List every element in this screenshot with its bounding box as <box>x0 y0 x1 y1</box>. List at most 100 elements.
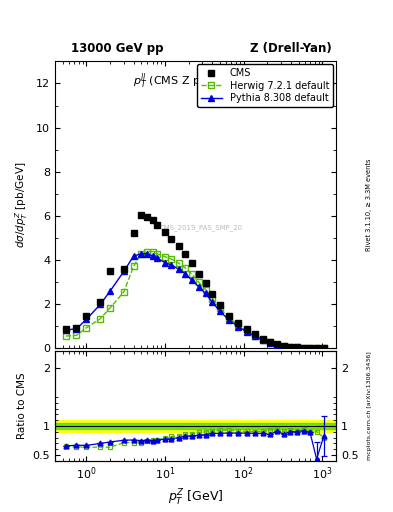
Herwig 7.2.1 default <box>189 271 194 278</box>
Pythia 8.308 default <box>210 299 215 305</box>
CMS <box>131 230 136 237</box>
CMS <box>151 217 155 223</box>
Bar <box>55 420 336 432</box>
CMS <box>108 268 112 274</box>
CMS <box>308 345 312 351</box>
CMS <box>203 280 208 286</box>
Herwig 7.2.1 default <box>151 248 155 254</box>
Pythia 8.308 default <box>274 342 279 348</box>
CMS <box>236 319 241 326</box>
Pythia 8.308 default <box>108 288 112 294</box>
Herwig 7.2.1 default <box>267 339 272 346</box>
Herwig 7.2.1 default <box>281 343 286 349</box>
Herwig 7.2.1 default <box>121 289 126 295</box>
Pythia 8.308 default <box>288 344 293 350</box>
CMS <box>274 342 279 348</box>
Herwig 7.2.1 default <box>260 336 265 343</box>
Pythia 8.308 default <box>260 337 265 343</box>
Bar <box>55 423 336 429</box>
Pythia 8.308 default <box>244 329 249 335</box>
Pythia 8.308 default <box>295 345 299 351</box>
CMS <box>196 271 201 278</box>
Herwig 7.2.1 default <box>308 345 312 351</box>
CMS <box>217 302 222 308</box>
Herwig 7.2.1 default <box>217 305 222 311</box>
Herwig 7.2.1 default <box>274 342 279 348</box>
CMS <box>139 211 143 218</box>
Herwig 7.2.1 default <box>145 248 150 254</box>
Herwig 7.2.1 default <box>321 345 326 351</box>
Pythia 8.308 default <box>183 270 187 276</box>
Pythia 8.308 default <box>169 262 174 268</box>
Line: Pythia 8.308 default: Pythia 8.308 default <box>63 251 327 351</box>
Pythia 8.308 default <box>196 284 201 290</box>
Pythia 8.308 default <box>121 268 126 274</box>
Herwig 7.2.1 default <box>236 322 241 328</box>
Herwig 7.2.1 default <box>176 260 181 266</box>
CMS <box>301 345 306 351</box>
Herwig 7.2.1 default <box>288 344 293 350</box>
Herwig 7.2.1 default <box>210 295 215 302</box>
Pythia 8.308 default <box>176 266 181 272</box>
Text: Rivet 3.1.10, ≥ 3.3M events: Rivet 3.1.10, ≥ 3.3M events <box>366 159 373 251</box>
Y-axis label: Ratio to CMS: Ratio to CMS <box>17 372 27 439</box>
Herwig 7.2.1 default <box>203 287 208 293</box>
CMS <box>121 266 126 272</box>
CMS <box>169 236 174 242</box>
CMS <box>98 299 103 305</box>
CMS <box>64 326 68 332</box>
CMS <box>163 229 167 236</box>
Pythia 8.308 default <box>151 253 155 259</box>
Pythia 8.308 default <box>131 253 136 259</box>
Text: 13000 GeV pp: 13000 GeV pp <box>71 42 163 55</box>
Pythia 8.308 default <box>163 260 167 266</box>
Herwig 7.2.1 default <box>183 265 187 271</box>
Pythia 8.308 default <box>74 326 79 332</box>
Pythia 8.308 default <box>226 317 231 323</box>
Pythia 8.308 default <box>155 255 160 261</box>
Text: mcplots.cern.ch [arXiv:1306.3436]: mcplots.cern.ch [arXiv:1306.3436] <box>367 351 372 460</box>
Herwig 7.2.1 default <box>295 344 299 350</box>
Y-axis label: $d\sigma/dp_T^Z$ [pb/GeV]: $d\sigma/dp_T^Z$ [pb/GeV] <box>14 162 31 248</box>
Pythia 8.308 default <box>236 324 241 330</box>
CMS <box>260 335 265 342</box>
Herwig 7.2.1 default <box>196 280 201 286</box>
Herwig 7.2.1 default <box>84 325 89 331</box>
CMS <box>281 343 286 349</box>
Herwig 7.2.1 default <box>139 251 143 257</box>
Herwig 7.2.1 default <box>244 328 249 334</box>
Herwig 7.2.1 default <box>314 345 319 351</box>
Pythia 8.308 default <box>321 345 326 351</box>
CMS <box>288 344 293 350</box>
Pythia 8.308 default <box>189 277 194 283</box>
Pythia 8.308 default <box>84 316 89 323</box>
Herwig 7.2.1 default <box>163 253 167 260</box>
CMS <box>74 325 79 331</box>
Herwig 7.2.1 default <box>131 263 136 269</box>
Pythia 8.308 default <box>267 339 272 346</box>
Pythia 8.308 default <box>281 343 286 349</box>
Herwig 7.2.1 default <box>226 315 231 321</box>
Herwig 7.2.1 default <box>155 251 160 257</box>
Pythia 8.308 default <box>139 251 143 257</box>
X-axis label: $p_T^Z$ [GeV]: $p_T^Z$ [GeV] <box>168 488 223 508</box>
Text: Z (Drell-Yan): Z (Drell-Yan) <box>250 42 332 55</box>
Pythia 8.308 default <box>64 327 68 333</box>
CMS <box>321 345 326 351</box>
Pythia 8.308 default <box>98 302 103 308</box>
CMS <box>84 313 89 319</box>
CMS <box>295 344 299 350</box>
Herwig 7.2.1 default <box>74 332 79 338</box>
CMS <box>183 251 187 258</box>
CMS <box>314 345 319 351</box>
Herwig 7.2.1 default <box>253 332 257 338</box>
CMS <box>267 339 272 345</box>
CMS <box>155 222 160 228</box>
Line: Herwig 7.2.1 default: Herwig 7.2.1 default <box>63 248 327 351</box>
Pythia 8.308 default <box>203 290 208 296</box>
CMS <box>145 214 150 220</box>
CMS <box>176 243 181 249</box>
Text: $p_T^{ll}$ (CMS Z production): $p_T^{ll}$ (CMS Z production) <box>133 72 258 91</box>
CMS <box>226 312 231 318</box>
Legend: CMS, Herwig 7.2.1 default, Pythia 8.308 default: CMS, Herwig 7.2.1 default, Pythia 8.308 … <box>196 65 333 107</box>
